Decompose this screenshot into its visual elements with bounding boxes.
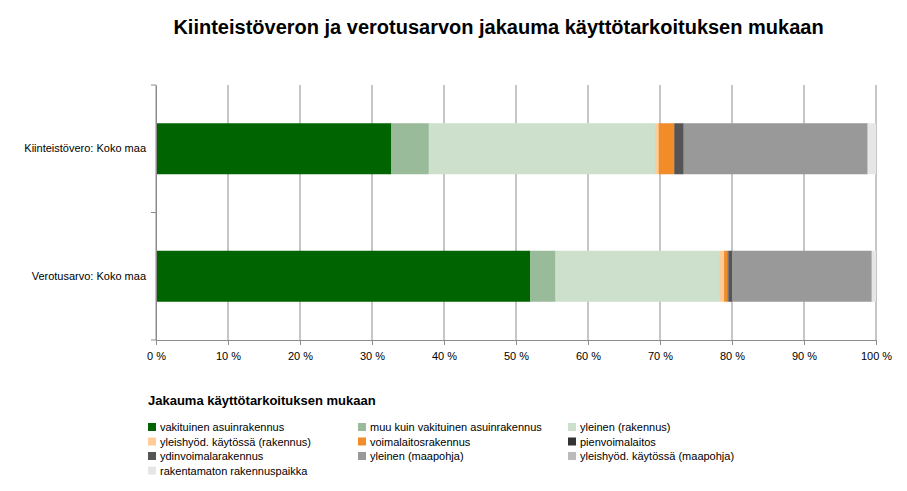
bar bbox=[659, 123, 675, 174]
legend-item: rakentamaton rakennuspaikka bbox=[148, 465, 308, 477]
tick: 90 % bbox=[792, 340, 817, 362]
bar bbox=[724, 251, 728, 302]
bars bbox=[156, 123, 876, 302]
category-divider bbox=[151, 212, 156, 213]
legend-item: yleishyöd. käytössä (maapohja) bbox=[568, 450, 734, 462]
category-divider bbox=[151, 85, 156, 86]
tick: Verotusarvo: Koko maa bbox=[32, 270, 156, 282]
tick-label: 20 % bbox=[288, 350, 313, 362]
bar bbox=[684, 123, 868, 174]
legend-label: vakituinen asuinrakennus bbox=[160, 421, 285, 433]
tick-label: 0 % bbox=[147, 350, 166, 362]
bar bbox=[530, 251, 555, 302]
tick-mark bbox=[588, 340, 589, 345]
bar bbox=[732, 251, 872, 302]
legend-label: voimalaitosrakennus bbox=[370, 436, 471, 448]
axis-line bbox=[156, 86, 157, 341]
bar bbox=[156, 251, 530, 302]
legend-swatch bbox=[358, 423, 366, 431]
legend-item: pienvoimalaitos bbox=[568, 436, 656, 448]
tick-label: Kiinteistövero: Koko maa bbox=[24, 142, 147, 154]
tick-label: 100 % bbox=[861, 350, 892, 362]
legend-item: yleinen (rakennus) bbox=[568, 421, 671, 433]
legend-item: voimalaitosrakennus bbox=[358, 436, 471, 448]
bar bbox=[719, 251, 724, 302]
legend-item: muu kuin vakituinen asuinrakennus bbox=[358, 421, 542, 433]
legend-swatch bbox=[358, 452, 366, 460]
tick: 80 % bbox=[720, 340, 745, 362]
chart: Kiinteistöveron ja verotusarvon jakauma … bbox=[0, 0, 907, 491]
legend-swatch bbox=[148, 467, 156, 475]
legend-swatch bbox=[358, 438, 366, 446]
legend-label: yleishyöd. käytössä (maapohja) bbox=[580, 450, 734, 462]
legend-swatch bbox=[148, 438, 156, 446]
tick: 60 % bbox=[576, 340, 601, 362]
tick-mark bbox=[444, 340, 445, 345]
tick: Kiinteistövero: Koko maa bbox=[24, 142, 156, 154]
bar bbox=[655, 123, 659, 174]
bar bbox=[556, 251, 719, 302]
tick-label: 50 % bbox=[504, 350, 529, 362]
legend-item: ydinvoimalarakennus bbox=[148, 450, 264, 462]
tick-mark bbox=[228, 340, 229, 345]
bar bbox=[674, 123, 675, 174]
tick-mark bbox=[660, 340, 661, 345]
tick-label: 80 % bbox=[720, 350, 745, 362]
tick-mark bbox=[516, 340, 517, 345]
bar bbox=[429, 123, 655, 174]
tick: 40 % bbox=[432, 340, 457, 362]
bar bbox=[728, 251, 732, 302]
legend: Jakauma käyttötarkoituksen mukaan vakitui… bbox=[148, 393, 734, 477]
bar bbox=[156, 123, 391, 174]
bar bbox=[868, 123, 876, 174]
legend-item: yleinen (maapohja) bbox=[358, 450, 464, 462]
legend-label: yleinen (rakennus) bbox=[580, 421, 671, 433]
tick: 10 % bbox=[216, 340, 241, 362]
tick-mark bbox=[876, 340, 877, 345]
legend-label: yleishyöd. käytössä (rakennus) bbox=[160, 436, 311, 448]
legend-item: yleishyöd. käytössä (rakennus) bbox=[148, 436, 311, 448]
legend-swatch bbox=[568, 438, 576, 446]
tick-label: 60 % bbox=[576, 350, 601, 362]
tick-label: 30 % bbox=[360, 350, 385, 362]
series bbox=[684, 123, 872, 302]
x-axis: 0 % 10 % 20 % 30 % 40 % 50 % 60 % 70 % 80 % 90 % 1… bbox=[147, 340, 892, 362]
tick-mark bbox=[300, 340, 301, 345]
legend-label: rakentamaton rakennuspaikka bbox=[160, 465, 308, 477]
tick: 20 % bbox=[288, 340, 313, 362]
y-axis: Kiinteistövero: Koko maa Verotusarvo: Kok… bbox=[24, 85, 156, 341]
bar bbox=[676, 123, 684, 174]
series bbox=[868, 123, 876, 302]
legend-label: pienvoimalaitos bbox=[580, 436, 656, 448]
tick-label: Verotusarvo: Koko maa bbox=[32, 270, 147, 282]
legend-swatch bbox=[148, 423, 156, 431]
legend-swatch bbox=[568, 423, 576, 431]
legend-label: ydinvoimalarakennus bbox=[160, 450, 264, 462]
tick: 100 % bbox=[861, 340, 892, 362]
legend-swatch bbox=[148, 452, 156, 460]
tick: 0 % bbox=[147, 340, 166, 362]
tick-label: 90 % bbox=[792, 350, 817, 362]
tick-mark bbox=[156, 340, 157, 345]
tick-label: 70 % bbox=[648, 350, 673, 362]
legend-swatch bbox=[568, 452, 576, 460]
legend-label: yleinen (maapohja) bbox=[370, 450, 464, 462]
bar bbox=[391, 123, 428, 174]
tick-mark bbox=[732, 340, 733, 345]
tick-label: 40 % bbox=[432, 350, 457, 362]
title: Kiinteistöveron ja verotusarvon jakauma … bbox=[173, 16, 823, 38]
grid bbox=[156, 85, 876, 340]
tick: 30 % bbox=[360, 340, 385, 362]
legend-item: vakituinen asuinrakennus bbox=[148, 421, 285, 433]
tick: 70 % bbox=[648, 340, 673, 362]
legend-title: Jakauma käyttötarkoituksen mukaan bbox=[148, 393, 376, 408]
category-divider bbox=[151, 340, 156, 341]
legend-label: muu kuin vakituinen asuinrakennus bbox=[370, 421, 542, 433]
tick-mark bbox=[372, 340, 373, 345]
tick-mark bbox=[804, 340, 805, 345]
tick-label: 10 % bbox=[216, 350, 241, 362]
bar bbox=[872, 251, 876, 302]
series bbox=[429, 123, 719, 302]
tick: 50 % bbox=[504, 340, 529, 362]
